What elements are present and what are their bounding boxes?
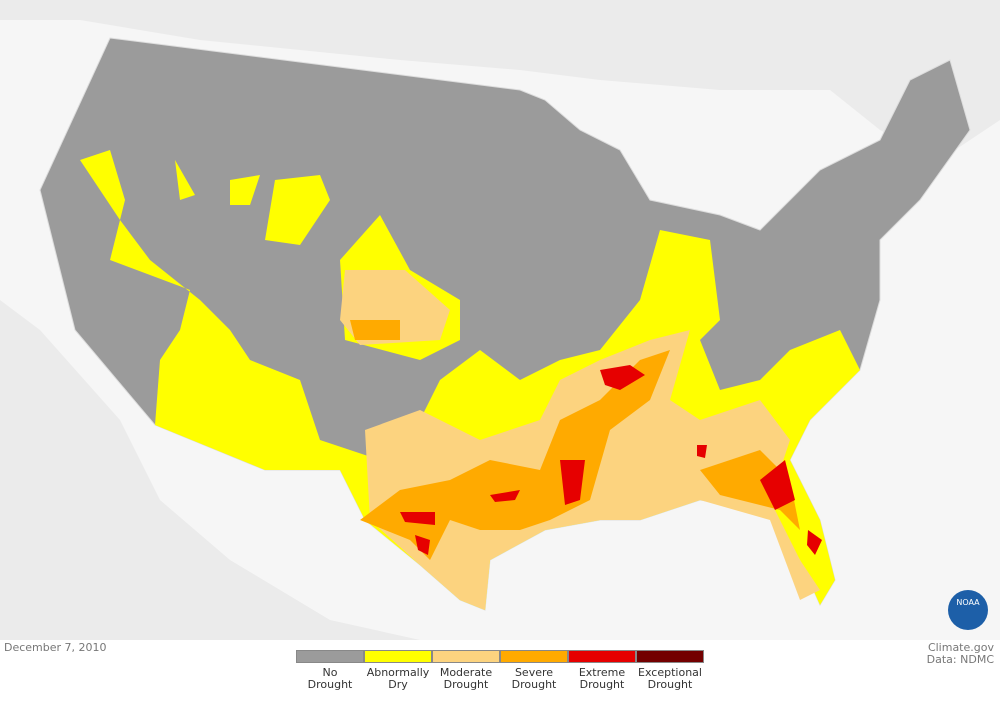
legend-item: Moderate Drought [432,650,500,691]
legend-swatch [364,650,432,663]
legend: No Drought Abnormally Dry Moderate Drought… [296,650,704,691]
legend-swatch [500,650,568,663]
source: Data: NDMC [926,653,994,666]
credit: Climate.gov [927,641,994,654]
legend-swatch [636,650,704,663]
legend-label: Extreme Drought [578,666,626,691]
legend-item: Exceptional Drought [636,650,704,691]
abnormally-dry-area [175,160,330,245]
mexico [0,300,420,640]
canada [0,0,1000,160]
legend-swatch [432,650,500,663]
date: December 7, 2010 [4,641,107,654]
severe-drought-area [350,320,800,560]
legend-label: Moderate Drought [439,666,493,691]
legend-label: No Drought [307,666,353,691]
logo-circle [948,590,988,630]
legend-swatch [568,650,636,663]
legend-item: Abnormally Dry [364,650,432,691]
legend-swatch [296,650,364,663]
legend-item: No Drought [296,650,364,691]
legend-label: Exceptional Drought [638,666,702,691]
drought-map: NOAA [0,0,1000,640]
logo-text: NOAA [956,598,980,607]
legend-item: Severe Drought [500,650,568,691]
legend-label: Abnormally Dry [366,666,430,691]
legend-item: Extreme Drought [568,650,636,691]
legend-label: Severe Drought [511,666,557,691]
